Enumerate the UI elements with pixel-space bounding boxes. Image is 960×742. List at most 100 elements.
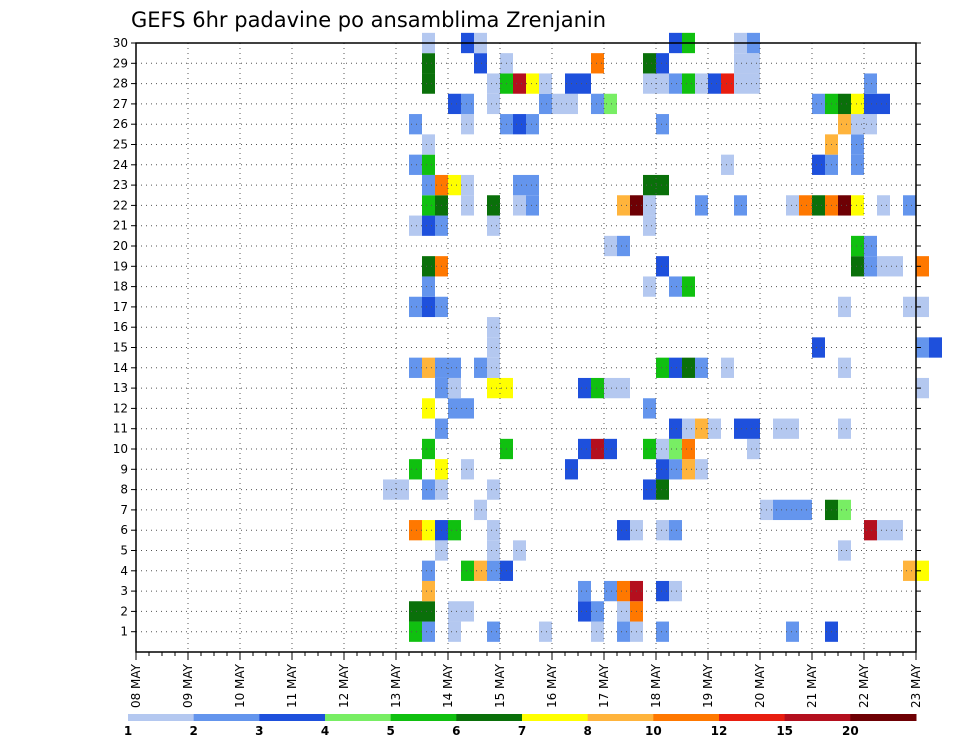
heatmap-cell	[643, 73, 656, 94]
y-tick-label: 21	[113, 219, 128, 233]
heatmap-cell	[682, 438, 695, 460]
heatmap-cell	[487, 479, 500, 500]
y-tick-label: 7	[120, 503, 128, 517]
heatmap-cell	[409, 357, 422, 378]
y-tick-label: 23	[113, 178, 128, 192]
heatmap-cell	[422, 174, 435, 196]
heatmap-cell	[539, 73, 552, 94]
x-axis: 08 MAY 09 MAY 10 MAY 11 MAY 12 MAY 13 MAY 14 M…	[129, 652, 923, 708]
heatmap-cell	[643, 174, 656, 196]
heatmap-cell	[669, 276, 682, 297]
heatmap-cell	[591, 93, 604, 115]
heatmap-cell	[747, 438, 760, 460]
heatmap-cell	[617, 195, 630, 216]
heatmap-cell	[422, 256, 435, 277]
heatmap-cell	[734, 418, 747, 439]
heatmap-cell	[487, 357, 500, 378]
heatmap-cell	[656, 438, 669, 460]
heatmap-cell	[474, 53, 487, 74]
y-tick-label: 13	[113, 381, 128, 395]
x-tick-label: 08 MAY	[129, 663, 143, 708]
heatmap-cell	[708, 73, 721, 94]
legend-swatch	[850, 714, 917, 721]
heatmap-cell	[786, 418, 799, 439]
y-tick-label: 12	[113, 401, 128, 415]
heatmap-cell	[851, 256, 864, 277]
heatmap-cell	[643, 215, 656, 236]
heatmap-cell	[643, 195, 656, 216]
y-tick-label: 4	[120, 564, 128, 578]
heatmap-cell	[851, 195, 864, 216]
heatmap-cell	[604, 235, 617, 257]
heatmap-cell	[487, 560, 500, 581]
heatmap-cell	[487, 215, 500, 236]
heatmap-cell	[864, 235, 877, 257]
y-tick-label: 19	[113, 259, 128, 273]
heatmap-cell	[448, 398, 461, 419]
heatmap-cell	[409, 520, 422, 541]
heatmap-cell	[474, 560, 487, 581]
x-tick-label: 17 MAY	[597, 663, 611, 708]
heatmap-cell	[448, 621, 461, 642]
heatmap-cell	[851, 134, 864, 155]
x-tick-label: 10 MAY	[233, 663, 247, 708]
legend-label: 15	[776, 724, 793, 738]
heatmap-cell	[838, 357, 851, 378]
legend-label: 20	[842, 724, 859, 738]
heatmap-cell	[643, 479, 656, 500]
heatmap-cell	[604, 580, 617, 602]
heatmap-cell	[786, 195, 799, 216]
heatmap-cell	[448, 520, 461, 541]
heatmap-cell	[916, 337, 929, 358]
heatmap-cell	[422, 195, 435, 216]
legend-label: 3	[255, 724, 263, 738]
y-tick-label: 14	[113, 361, 128, 375]
heatmap-cell	[786, 621, 799, 642]
legend-label: 2	[189, 724, 197, 738]
y-tick-label: 29	[113, 56, 128, 70]
heatmap-cell	[903, 195, 916, 216]
heatmap-cell	[669, 580, 682, 602]
heatmap-cell	[604, 93, 617, 115]
heatmap-cell	[617, 601, 630, 622]
heatmap-cell	[422, 438, 435, 460]
y-tick-label: 27	[113, 97, 128, 111]
heatmap-cell	[747, 53, 760, 74]
heatmap-cell	[461, 93, 474, 115]
heatmap-cell	[864, 93, 877, 115]
heatmap-cell	[682, 418, 695, 439]
y-tick-label: 6	[120, 523, 128, 537]
heatmap-cell	[617, 580, 630, 602]
heatmap-cell	[916, 560, 929, 581]
legend-swatch	[587, 714, 654, 721]
heatmap-cell	[877, 93, 890, 115]
legend-label: 6	[452, 724, 460, 738]
heatmap-cell	[721, 154, 734, 175]
heatmap-cell	[903, 560, 916, 581]
y-tick-label: 15	[113, 341, 128, 355]
heatmap-cell	[422, 73, 435, 94]
heatmap-cell	[409, 114, 422, 135]
heatmap-cell	[448, 377, 461, 399]
heatmap-cell	[916, 296, 929, 318]
heatmap-cell	[747, 73, 760, 94]
heatmap-cell	[578, 580, 591, 602]
y-tick-label: 24	[113, 158, 128, 172]
heatmap-cell	[422, 621, 435, 642]
heatmap-cell	[617, 621, 630, 642]
heatmap-cell	[578, 438, 591, 460]
y-tick-label: 11	[113, 422, 128, 436]
heatmap-cell	[812, 337, 825, 358]
heatmap-cell	[409, 601, 422, 622]
y-tick-label: 18	[113, 280, 128, 294]
heatmap-cell	[526, 195, 539, 216]
heatmap-cell	[851, 114, 864, 135]
heatmap-cell	[461, 114, 474, 135]
heatmap-cell	[539, 621, 552, 642]
heatmap-cell	[643, 438, 656, 460]
y-tick-label: 9	[120, 462, 128, 476]
heatmap-cell	[656, 357, 669, 378]
heatmap-cell	[617, 377, 630, 399]
heatmap-cell	[422, 154, 435, 175]
heatmap-cell	[773, 499, 786, 521]
